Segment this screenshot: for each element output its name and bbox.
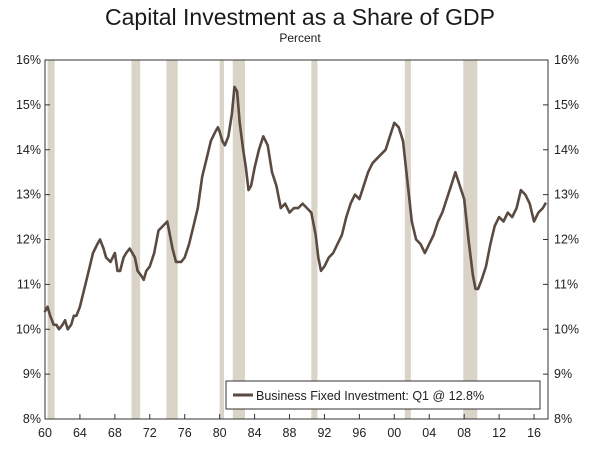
x-tick-label: 04 — [422, 426, 436, 440]
y-tick-label-right: 14% — [554, 143, 579, 157]
x-tick-label: 16 — [527, 426, 541, 440]
y-tick-label-right: 11% — [554, 277, 578, 291]
y-tick-label-left: 8% — [23, 412, 41, 426]
recession-bar — [47, 60, 55, 419]
y-tick-label-right: 9% — [554, 367, 572, 381]
series-line-business-fixed-investment — [43, 85, 547, 331]
y-tick-label-right: 8% — [554, 412, 572, 426]
y-tick-label-right: 12% — [554, 233, 579, 247]
x-tick-label: 96 — [352, 426, 366, 440]
y-tick-label-right: 10% — [554, 322, 579, 336]
recession-bars — [47, 60, 478, 419]
recession-bar — [131, 60, 141, 419]
series-layer — [43, 85, 547, 331]
x-tick-label: 60 — [38, 426, 52, 440]
y-tick-label-left: 15% — [16, 98, 41, 112]
recession-bar — [463, 60, 478, 419]
chart-title: Capital Investment as a Share of GDP — [105, 4, 495, 30]
x-tick-label: 64 — [73, 426, 87, 440]
x-tick-label: 00 — [387, 426, 401, 440]
y-tick-label-right: 13% — [554, 188, 579, 202]
chart-subtitle: Percent — [279, 31, 321, 45]
legend: Business Fixed Investment: Q1 @ 12.8% — [225, 380, 541, 410]
legend-box — [225, 380, 541, 410]
y-tick-label-left: 16% — [16, 53, 41, 67]
y-tick-label-left: 14% — [16, 143, 41, 157]
recession-bar — [219, 60, 225, 419]
x-tick-label: 72 — [143, 426, 157, 440]
y-tick-label-left: 12% — [16, 233, 41, 247]
recession-bar — [404, 60, 411, 419]
x-tick-label: 08 — [457, 426, 471, 440]
y-tick-label-right: 15% — [554, 98, 579, 112]
x-tick-label: 88 — [283, 426, 297, 440]
x-tick-label: 92 — [317, 426, 331, 440]
axis-ticks: 8% 8% 9% 9% 10% 10% 11% 11% 12% 12% 13% 13% 14% 14% 15… — [16, 53, 579, 440]
recession-bar — [311, 60, 318, 419]
x-tick-label: 80 — [213, 426, 227, 440]
y-tick-label-left: 10% — [16, 322, 41, 336]
x-tick-label: 76 — [178, 426, 192, 440]
y-tick-label-left: 11% — [17, 277, 41, 291]
y-tick-label-left: 13% — [16, 188, 41, 202]
x-tick-label: 84 — [248, 426, 262, 440]
x-tick-label: 12 — [492, 426, 506, 440]
y-tick-label-right: 16% — [554, 53, 579, 67]
legend-label: Business Fixed Investment: Q1 @ 12.8% — [256, 389, 484, 403]
x-tick-label: 68 — [108, 426, 122, 440]
y-tick-label-left: 9% — [23, 367, 41, 381]
